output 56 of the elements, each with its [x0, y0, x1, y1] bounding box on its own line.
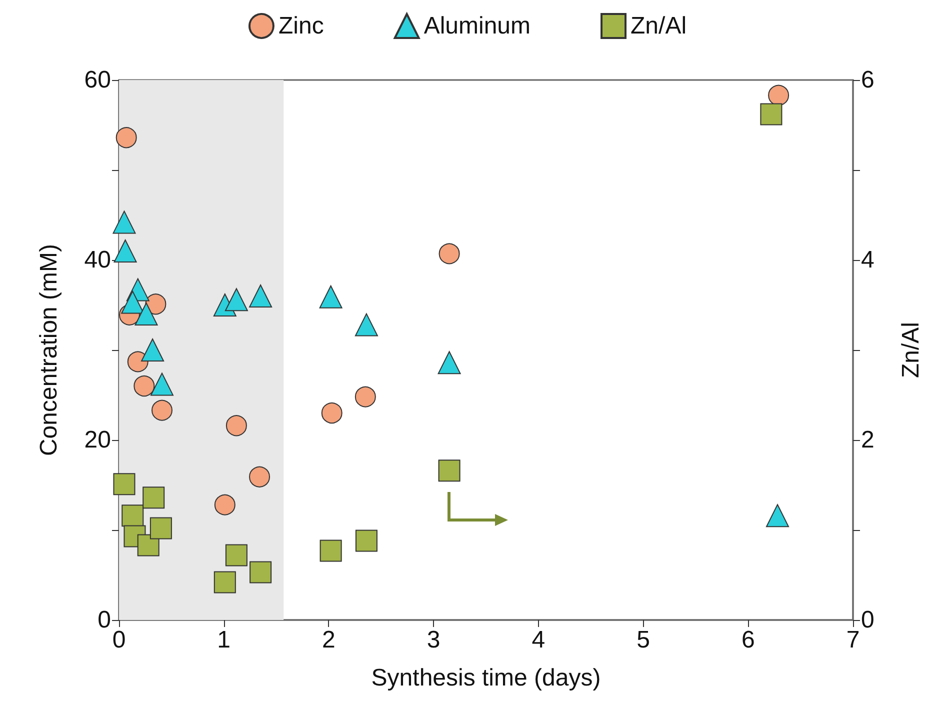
point [766, 504, 790, 528]
point [224, 288, 248, 312]
point [113, 473, 136, 496]
point [121, 290, 144, 314]
point [134, 302, 158, 326]
point [152, 400, 172, 421]
y-tick-label: 40 [84, 246, 111, 274]
legend-label: Zn/Al [630, 12, 687, 40]
y-tick-label: 20 [84, 426, 111, 454]
point [114, 240, 137, 262]
point [112, 210, 136, 234]
y2-tick-label: 4 [861, 246, 874, 274]
x-tick-label: 4 [532, 626, 546, 654]
y-tick-label: 60 [84, 66, 111, 94]
x-tick-label: 1 [217, 626, 231, 654]
x-tick-label: 2 [322, 626, 336, 654]
point [354, 313, 378, 336]
point [768, 84, 790, 106]
x-tick-label: 5 [636, 626, 650, 654]
point [225, 544, 248, 566]
y-axis-title: Concentration (mM) [36, 244, 62, 456]
point [249, 284, 272, 308]
point [142, 486, 165, 509]
point [226, 415, 247, 436]
point [438, 243, 460, 264]
point [320, 540, 342, 562]
point [122, 504, 144, 527]
point [319, 285, 342, 308]
point [438, 460, 460, 482]
point [145, 294, 166, 315]
y2-tick-label: 0 [861, 606, 874, 634]
y2-axis-title: Zn/Al [898, 322, 924, 378]
x-tick-label: 7 [846, 626, 860, 654]
point [321, 402, 342, 424]
x-tick-label: 3 [426, 626, 440, 654]
point [250, 561, 272, 584]
point [116, 127, 137, 148]
point [141, 338, 164, 362]
x-axis-title: Synthesis time (days) [371, 664, 601, 692]
point [150, 517, 172, 540]
x-tick-label: 6 [741, 626, 755, 654]
point [354, 386, 376, 408]
point [214, 571, 236, 594]
y-tick-label: 0 [98, 606, 111, 634]
point [137, 534, 160, 556]
point [150, 372, 174, 396]
y2-tick-label: 2 [861, 426, 874, 454]
point [249, 466, 270, 488]
y2-tick-label: 6 [861, 66, 874, 94]
point [134, 376, 155, 396]
legend-label: Zinc [278, 12, 324, 40]
point [214, 494, 236, 516]
point [438, 351, 461, 374]
point [760, 103, 782, 126]
point [355, 530, 378, 552]
legend-label: Aluminum [424, 12, 531, 40]
